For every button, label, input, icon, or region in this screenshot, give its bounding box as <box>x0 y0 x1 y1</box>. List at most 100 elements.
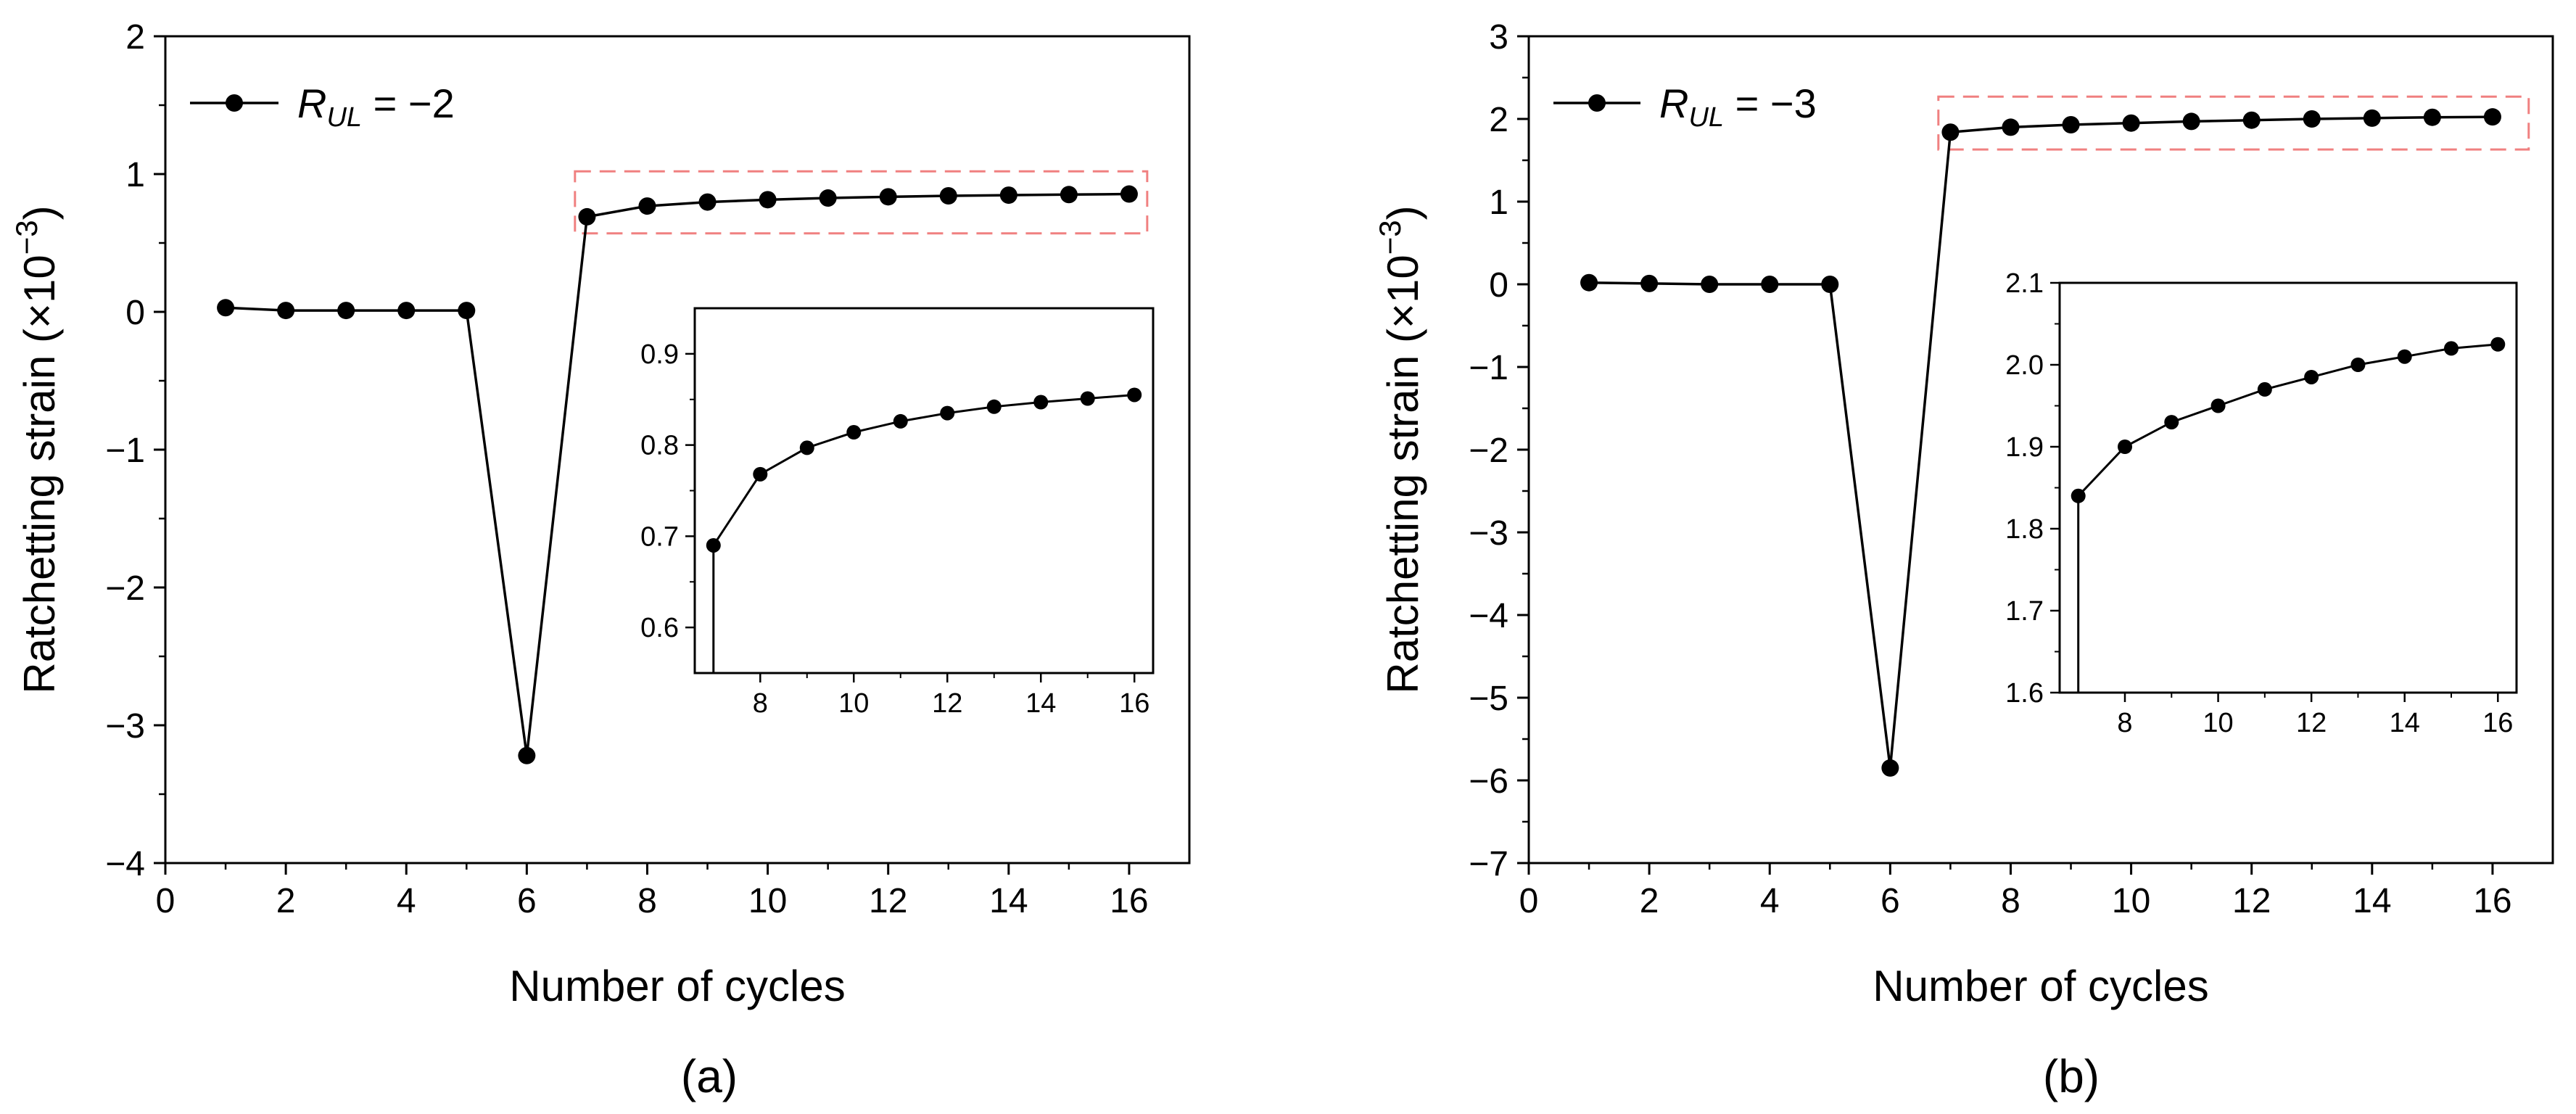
data-point <box>217 299 235 317</box>
inset-chart: 8 10 12 14 16 0.6 0.7 0.8 0.9 <box>640 307 1155 719</box>
inset-data-point <box>2210 398 2226 413</box>
y-tick-label: 2 <box>1489 101 1508 139</box>
legend-subscript: UL <box>326 102 362 133</box>
data-point <box>2242 111 2261 129</box>
highlight-box <box>1937 95 2530 151</box>
y-tick-label: −3 <box>105 707 145 746</box>
data-point <box>578 207 596 226</box>
data-point <box>638 197 656 215</box>
y-axis-title-exponent: −3 <box>1373 220 1407 255</box>
inset-x-tick-label: 14 <box>2390 708 2420 738</box>
inset-data-point <box>2118 440 2132 454</box>
data-point <box>759 191 777 209</box>
inset-x-tick-label: 10 <box>838 688 869 719</box>
legend-marker <box>226 94 243 112</box>
inset-data-point <box>2397 349 2412 364</box>
data-point <box>2122 114 2140 132</box>
panel-label: (b) <box>2043 1050 2100 1102</box>
inset-data-point <box>2071 488 2086 503</box>
y-tick-label: −4 <box>1469 597 1508 635</box>
inset-data-point <box>2490 337 2506 352</box>
y-tick-label: −4 <box>105 845 145 883</box>
y-axis-title-main: Ratchetting strain (×10 <box>1379 255 1427 693</box>
inset-y-tick-label: 0.6 <box>640 613 679 643</box>
x-tick-label: 8 <box>2001 882 2020 920</box>
y-tick-label: −5 <box>1469 680 1508 718</box>
data-point <box>698 193 717 211</box>
inset-y-tick-label: 1.9 <box>2005 432 2044 463</box>
data-point <box>1120 185 1138 203</box>
x-tick-label: 4 <box>1760 882 1780 920</box>
inset-y-tick-label: 0.8 <box>640 431 679 461</box>
legend-equals: = <box>362 81 408 126</box>
inset-data-point <box>2304 369 2319 384</box>
y-tick-label: −1 <box>1469 349 1508 387</box>
highlight-box <box>574 170 1149 235</box>
legend-subscript: UL <box>1688 102 1724 133</box>
x-tick-label: 0 <box>1519 882 1539 920</box>
data-point <box>277 302 295 320</box>
inset-y-tick-label: 1.7 <box>2005 596 2044 627</box>
inset-x-tick-label: 16 <box>2482 708 2513 738</box>
y-tick-label: 1 <box>1489 183 1508 222</box>
legend-marker <box>1588 94 1606 112</box>
data-point <box>999 186 1017 205</box>
legend-value: −2 <box>408 81 455 126</box>
data-point <box>2062 115 2080 133</box>
inset-x-tick-label: 12 <box>932 688 962 719</box>
x-tick-label: 8 <box>637 882 657 920</box>
data-point <box>2483 108 2501 126</box>
x-tick-label: 2 <box>1640 882 1659 920</box>
inset-data-point <box>1080 391 1095 406</box>
series-line <box>225 192 1129 756</box>
data-point <box>939 187 957 205</box>
legend-value: −3 <box>1770 81 1817 126</box>
inset-data-point <box>940 405 955 421</box>
x-tick-label: 6 <box>1881 882 1900 920</box>
y-tick-label: 1 <box>125 156 145 194</box>
legend-symbol: R <box>1659 81 1688 126</box>
x-tick-label: 2 <box>276 882 296 920</box>
legend-equals: = <box>1724 81 1770 126</box>
data-point <box>397 302 416 320</box>
data-point <box>1761 276 1779 293</box>
x-tick-label: 16 <box>2473 882 2511 920</box>
x-tick-label: 16 <box>1110 882 1148 920</box>
x-tick-label: 6 <box>517 882 537 920</box>
inset-data-point <box>1033 395 1049 410</box>
series-line <box>1589 115 2493 769</box>
y-tick-label: −6 <box>1469 762 1508 801</box>
data-point <box>518 746 536 764</box>
y-axis-title-main: Ratchetting strain (×10 <box>15 255 64 693</box>
y-tick-label: 0 <box>125 294 145 332</box>
legend-label: RUL = −2 <box>297 81 455 133</box>
x-tick-label: 0 <box>156 882 176 920</box>
y-tick-label: 0 <box>1489 266 1508 305</box>
data-point <box>337 302 355 320</box>
inset-frame <box>693 307 1155 674</box>
inset-y-tick-label: 1.8 <box>2005 514 2044 545</box>
inset-x-tick-label: 14 <box>1025 688 1056 719</box>
x-axis-title: Number of cycles <box>509 962 845 1010</box>
x-tick-label: 14 <box>989 882 1028 920</box>
inset-data-point <box>753 466 768 482</box>
inset-x-tick-label: 8 <box>753 688 768 719</box>
data-point <box>1580 273 1598 292</box>
y-tick-label: −3 <box>1469 514 1508 553</box>
data-point <box>1701 276 1719 293</box>
y-axis-title: Ratchetting strain (×10−3) <box>9 205 64 693</box>
data-point <box>2002 118 2020 136</box>
y-tick-label: −1 <box>105 432 145 470</box>
data-point <box>2363 109 2381 127</box>
x-tick-label: 10 <box>2112 882 2150 920</box>
inset-data-point <box>2444 341 2459 356</box>
x-tick-label: 14 <box>2353 882 2391 920</box>
inset-y-tick-label: 0.9 <box>640 339 679 370</box>
inset-y-tick-label: 2.0 <box>2005 350 2044 381</box>
y-axis-title-exponent: −3 <box>9 220 44 255</box>
x-tick-label: 4 <box>397 882 416 920</box>
inset-data-point <box>893 413 908 429</box>
inset-data-point <box>706 537 721 553</box>
